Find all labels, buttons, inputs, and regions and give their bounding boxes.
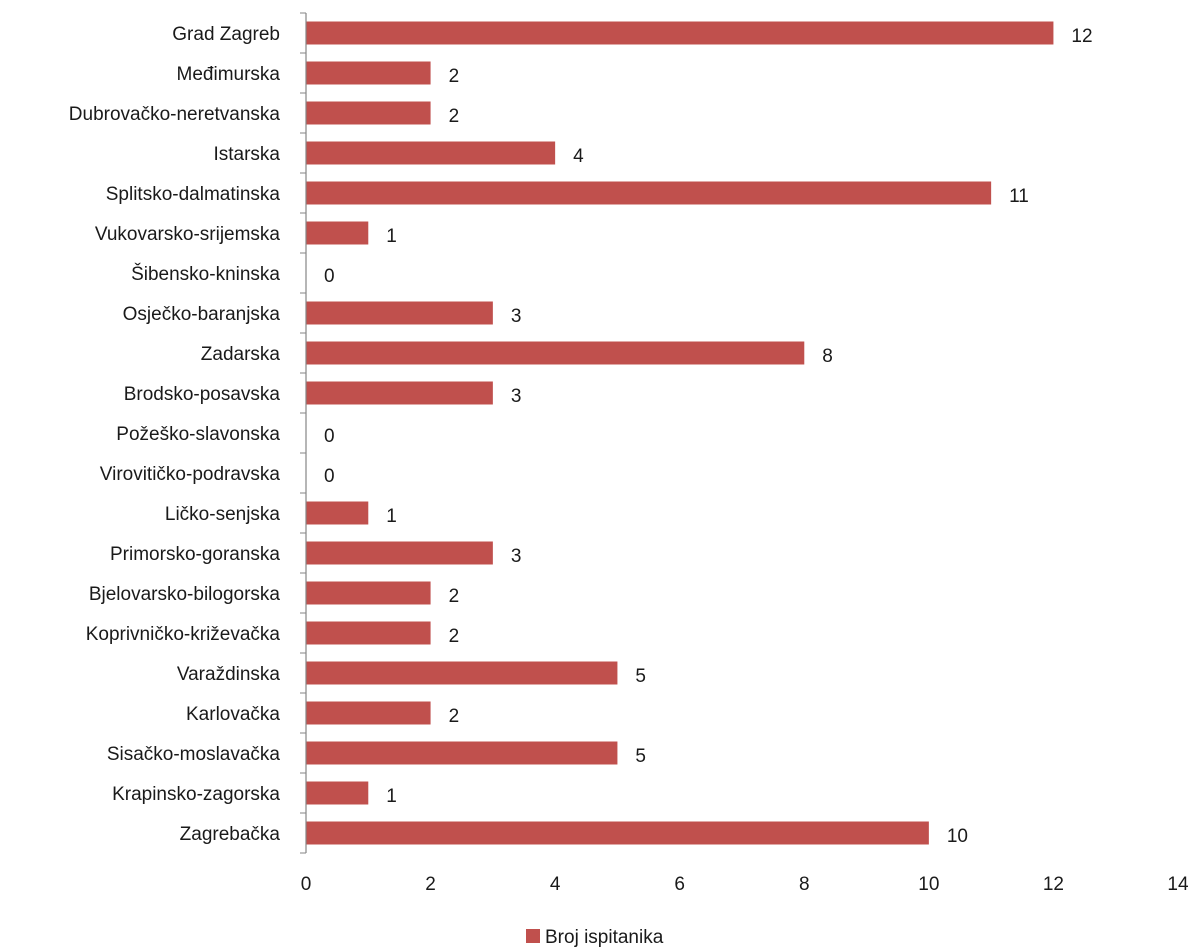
category-label: Sisačko-moslavačka — [107, 744, 281, 765]
bar — [306, 581, 431, 605]
category-labels: Grad Zagreb Međimurska Dubrovačko-neretvan… — [69, 24, 281, 845]
value-label: 3 — [511, 306, 522, 327]
legend-label: Broj ispitanika — [545, 927, 664, 948]
bar — [306, 61, 431, 85]
x-tick-label: 2 — [425, 874, 436, 895]
category-label: Vukovarsko-srijemska — [95, 224, 281, 245]
bar — [306, 501, 369, 525]
x-tick-labels: 0 2 4 6 8 10 12 14 — [301, 874, 1189, 895]
bar — [306, 621, 431, 645]
category-label: Virovitičko-podravska — [100, 464, 281, 485]
value-label: 1 — [386, 226, 397, 247]
bar — [306, 141, 556, 165]
category-label: Bjelovarsko-bilogorska — [89, 584, 281, 605]
bar — [306, 781, 369, 805]
bar — [306, 21, 1054, 45]
value-label: 5 — [635, 746, 646, 767]
value-label: 11 — [1009, 186, 1029, 207]
bar — [306, 101, 431, 125]
value-label: 3 — [511, 386, 522, 407]
x-tick-label: 12 — [1043, 874, 1064, 895]
category-label: Zadarska — [201, 344, 281, 365]
bar — [306, 541, 493, 565]
bar — [306, 221, 369, 245]
value-label: 8 — [822, 346, 833, 367]
x-tick-label: 8 — [799, 874, 810, 895]
value-label: 5 — [635, 666, 646, 687]
value-label: 10 — [947, 826, 968, 847]
legend-swatch — [526, 929, 540, 943]
x-tick-label: 10 — [918, 874, 939, 895]
bar — [306, 301, 493, 325]
legend: Broj ispitanika — [526, 927, 664, 948]
value-label: 2 — [449, 586, 460, 607]
category-label: Varaždinska — [177, 664, 281, 685]
value-label: 3 — [511, 546, 522, 567]
value-label: 0 — [324, 266, 335, 287]
bar — [306, 701, 431, 725]
bar — [306, 181, 992, 205]
value-label: 2 — [449, 66, 460, 87]
category-label: Ličko-senjska — [165, 504, 281, 525]
category-label: Međimurska — [177, 64, 281, 85]
category-label: Požeško-slavonska — [116, 424, 280, 445]
category-label: Karlovačka — [186, 704, 280, 725]
value-label: 2 — [449, 106, 460, 127]
category-label: Dubrovačko-neretvanska — [69, 104, 281, 125]
value-label: 1 — [386, 506, 397, 527]
x-tick-label: 0 — [301, 874, 312, 895]
category-label: Splitsko-dalmatinska — [106, 184, 281, 205]
value-label: 4 — [573, 146, 584, 167]
bar — [306, 381, 493, 405]
category-label: Krapinsko-zagorska — [112, 784, 280, 805]
bar — [306, 341, 805, 365]
value-label: 1 — [386, 786, 397, 807]
bar — [306, 661, 618, 685]
bar — [306, 741, 618, 765]
category-label: Grad Zagreb — [172, 24, 280, 45]
category-label: Primorsko-goranska — [110, 544, 280, 565]
value-label: 12 — [1071, 26, 1092, 47]
category-label: Zagrebačka — [180, 824, 281, 845]
category-label: Brodsko-posavska — [124, 384, 281, 405]
category-label: Istarska — [213, 144, 280, 165]
category-label: Šibensko-kninska — [131, 263, 280, 285]
x-tick-label: 14 — [1167, 874, 1189, 895]
bar — [306, 821, 929, 845]
bars-group — [306, 21, 1054, 845]
value-label: 2 — [449, 626, 460, 647]
value-label: 0 — [324, 466, 335, 487]
x-tick-label: 6 — [674, 874, 685, 895]
value-label: 2 — [449, 706, 460, 727]
x-tick-label: 4 — [550, 874, 561, 895]
category-label: Koprivničko-križevačka — [86, 624, 281, 645]
axes-group — [300, 12, 307, 854]
category-label: Osječko-baranjska — [123, 304, 281, 325]
value-label: 0 — [324, 426, 335, 447]
